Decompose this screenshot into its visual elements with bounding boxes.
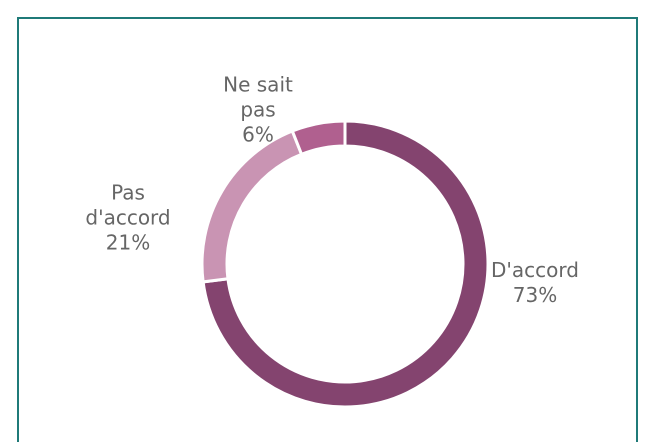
donut-segment [201, 119, 490, 409]
value-label: 21% [105, 230, 151, 255]
data-label: D'accord 73% [490, 258, 580, 308]
category-label: D'accord [491, 258, 579, 282]
category-label: Pas d'accord [85, 180, 171, 230]
category-label: Ne sait pas [223, 72, 293, 122]
donut-segment [200, 129, 304, 284]
chart-frame [17, 17, 638, 442]
value-label: 6% [242, 122, 274, 147]
data-label: Ne sait pas 6% [218, 73, 298, 148]
donut-segment [290, 119, 347, 157]
value-label: 73% [512, 283, 558, 307]
data-label: Pas d'accord 21% [81, 181, 176, 256]
